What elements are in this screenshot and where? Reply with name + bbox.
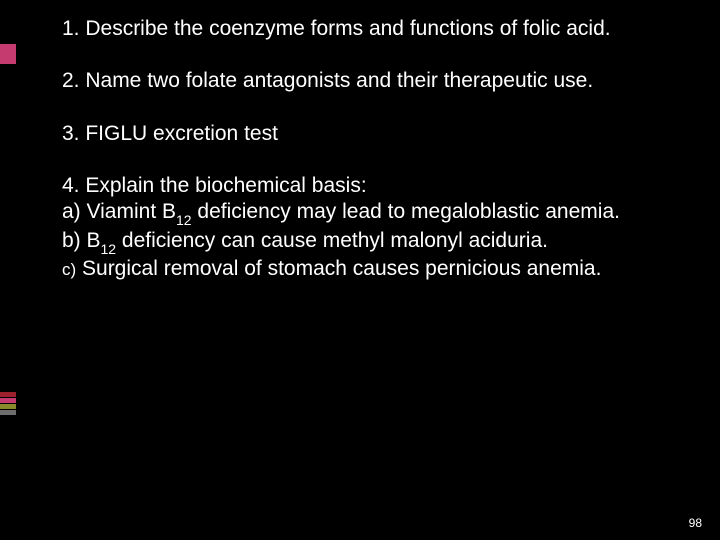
accent-bar-top	[0, 44, 16, 64]
question-4: 4. Explain the biochemical basis: a) Via…	[62, 173, 662, 283]
accent-stripe-4	[0, 410, 16, 415]
question-1: 1. Describe the coenzyme forms and funct…	[62, 16, 662, 42]
q4b-subscript: 12	[101, 241, 117, 257]
question-4a: a) Viamint B12 deficiency may lead to me…	[62, 199, 662, 228]
question-4b: b) B12 deficiency can cause methyl malon…	[62, 228, 662, 257]
accent-stripe-1	[0, 392, 16, 397]
accent-stripe-2	[0, 398, 16, 403]
q4c-pre: c)	[62, 260, 76, 279]
page-number: 98	[689, 516, 702, 530]
q4a-pre: a) Viamint B	[62, 200, 176, 223]
q4b-post: deficiency can cause methyl malonyl acid…	[116, 229, 548, 252]
question-2: 2. Name two folate antagonists and their…	[62, 68, 662, 94]
question-4c: c) Surgical removal of stomach causes pe…	[62, 256, 662, 282]
question-3: 3. FIGLU excretion test	[62, 121, 662, 147]
q4b-pre: b) B	[62, 229, 101, 252]
slide-content: 1. Describe the coenzyme forms and funct…	[62, 16, 662, 283]
q4a-subscript: 12	[176, 212, 192, 228]
q4c-post: Surgical removal of stomach causes perni…	[76, 257, 601, 280]
q4a-post: deficiency may lead to megaloblastic ane…	[192, 200, 620, 223]
accent-stripe-3	[0, 404, 16, 409]
question-4-head: 4. Explain the biochemical basis:	[62, 173, 662, 199]
accent-bar-stack	[0, 392, 16, 416]
